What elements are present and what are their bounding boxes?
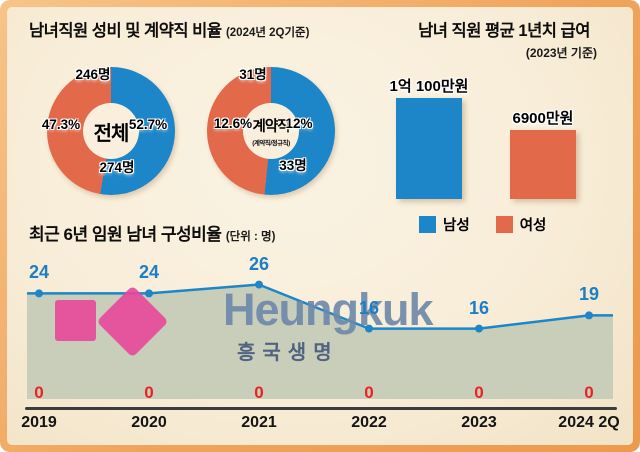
female-count-label: 0: [584, 383, 594, 402]
male-color-swatch: [419, 216, 436, 233]
donut-total-center-label: 전체: [93, 122, 130, 145]
heungkuk-logo-icon: [53, 285, 177, 363]
salary-legend: 남성 여성: [419, 214, 546, 235]
donut-contract-female-count: 31명: [239, 67, 267, 82]
donut-contract-male-pct: 12%: [285, 116, 313, 131]
donut-total-female-count: 246명: [75, 67, 111, 82]
heungkuk-brand-name-korean: 흥국생명: [237, 342, 339, 364]
male-count-label: 16: [358, 298, 380, 318]
male-count-label: 24: [28, 262, 50, 282]
donut-contract-male-count: 33명: [279, 158, 307, 173]
donut-contract-center: 계약직 (계약직/정규직): [243, 103, 299, 159]
male-salary-label: 1억 100만원: [389, 78, 469, 95]
donut-total-male-count: 274명: [99, 160, 135, 175]
gender-title-subtitle: (2024년 2Q기준): [225, 27, 310, 39]
executives-line-chart: Heungkuk 흥국생명 24 24 26 16 16 19 0 0 0 0 0 0 2019 2020…: [21, 254, 619, 443]
logo-diamond-shape: [96, 285, 169, 358]
bar-group-male: 1억 100만원: [385, 75, 473, 199]
salary-title-text: 남녀 직원 평균 1년치 급여: [418, 22, 590, 40]
female-count-label: 0: [474, 383, 484, 402]
donut-contract-female-pct: 12.6%: [213, 116, 253, 131]
male-count-label: 19: [578, 284, 600, 304]
executives-title-subtitle: (단위 : 명): [225, 231, 276, 243]
donut-contract-center-label: 계약직: [252, 119, 290, 135]
legend-item-male: 남성: [419, 214, 470, 235]
donut-chart-contract: 계약직 (계약직/정규직) 31명 12.6% 12% 33명: [207, 67, 335, 195]
x-axis-year-label: 2024 2Q: [558, 414, 620, 431]
gender-section-title: 남녀직원 성비 및 계약직 비율 (2024년 2Q기준): [29, 17, 309, 41]
legend-male-label: 남성: [443, 218, 470, 234]
male-count-label: 16: [468, 298, 490, 318]
donut-total-male-pct: 52.7%: [128, 117, 168, 132]
female-salary-label: 6900만원: [512, 110, 574, 127]
heungkuk-brand-name: Heungkuk: [223, 284, 434, 335]
executives-title-text: 최근 6년 임원 남녀 구성비율: [29, 225, 222, 244]
donut-chart-total: 전체 246명 47.3% 52.7% 274명: [42, 67, 175, 195]
male-count-label: 24: [138, 262, 160, 282]
x-axis-year-label: 2019: [21, 414, 57, 431]
heungkuk-watermark: Heungkuk 흥국생명: [53, 284, 434, 365]
x-axis-year-label: 2022: [351, 414, 387, 431]
male-count-label: 26: [248, 254, 270, 274]
donut-total-female-pct: 47.3%: [41, 117, 81, 132]
female-count-label: 0: [144, 383, 154, 402]
x-axis-year-label: 2021: [241, 414, 277, 431]
infographic-page: 남녀직원 성비 및 계약직 비율 (2024년 2Q기준) 전체 246명 47…: [7, 7, 633, 445]
salary-section-title: 남녀 직원 평균 1년치 급여 (2023년 기준): [381, 17, 627, 61]
salary-title-subtitle: (2023년 기준): [525, 46, 597, 60]
female-count-label: 0: [254, 383, 264, 402]
x-axis-year-label: 2020: [131, 414, 167, 431]
x-axis-line: [25, 407, 617, 410]
x-axis-year-label: 2023: [461, 414, 497, 431]
legend-item-female: 여성: [495, 214, 547, 235]
salary-bar-chart: 1억 100만원 6900만원: [377, 67, 625, 199]
gender-title-text: 남녀직원 성비 및 계약직 비율: [29, 22, 222, 40]
male-salary-bar: [396, 98, 462, 199]
line-chart-svg: [27, 280, 613, 399]
bar-group-female: 6900만원: [499, 107, 587, 199]
female-count-label: 0: [34, 383, 44, 402]
executives-section-title: 최근 6년 임원 남녀 구성비율 (단위 : 명): [29, 220, 275, 245]
legend-female-label: 여성: [519, 218, 547, 234]
donut-contract-center-sublabel: (계약직/정규직): [252, 140, 290, 147]
logo-square-shape: [55, 300, 96, 341]
female-color-swatch: [495, 216, 513, 233]
female-salary-bar: [510, 130, 576, 199]
female-count-label: 0: [364, 383, 374, 402]
donut-total-center: 전체: [83, 103, 139, 159]
heungkuk-wordmark: Heungkuk 흥국생명: [223, 284, 434, 365]
